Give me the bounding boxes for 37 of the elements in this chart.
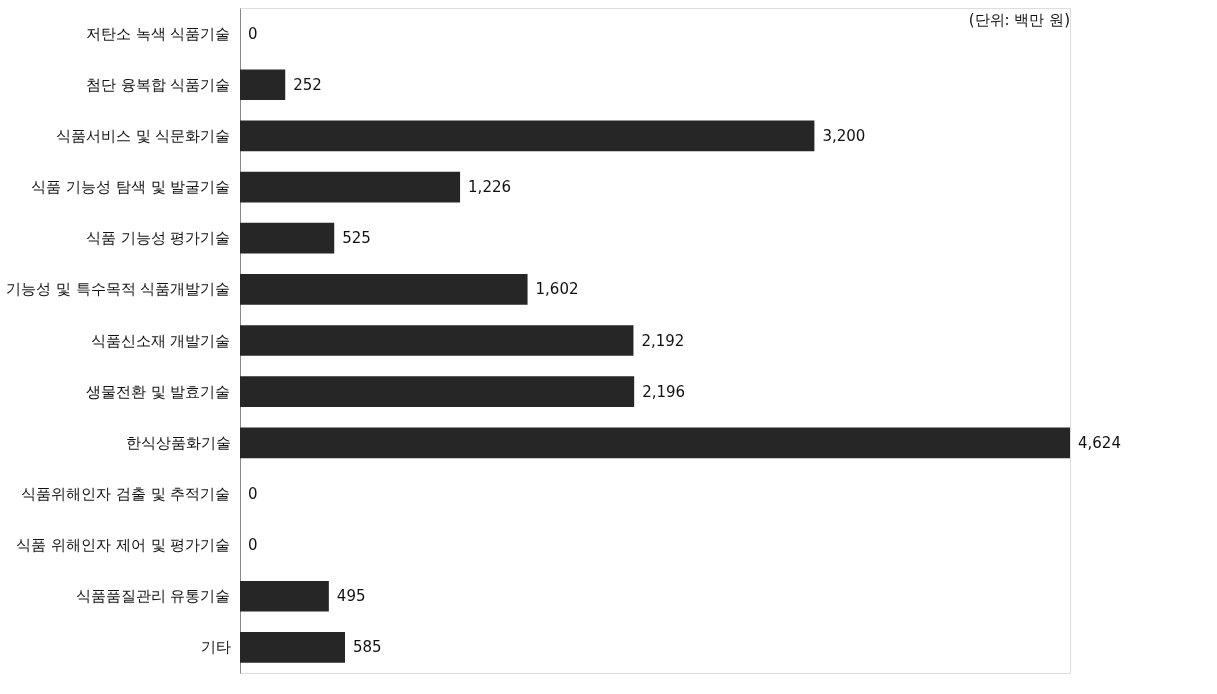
bar	[240, 580, 329, 612]
data-label: 525	[342, 229, 371, 248]
data-label: 252	[293, 75, 322, 94]
bar	[240, 171, 461, 203]
bar	[240, 120, 815, 152]
y-tick-label: 기타	[200, 638, 231, 657]
data-label: 3,200	[822, 126, 866, 145]
y-tick-label: 한식상품화기술	[125, 433, 231, 452]
y-tick-label: 식품 기능성 평가기술	[85, 229, 231, 248]
data-label: 1,602	[535, 280, 579, 299]
data-label: 495	[336, 587, 366, 606]
data-label: 2,196	[642, 382, 686, 401]
bar	[240, 427, 1070, 459]
data-label: 4,624	[1078, 433, 1121, 452]
bar	[240, 632, 346, 663]
bar	[240, 274, 528, 305]
y-tick-label: 식품위해인자 검출 및 추적기술	[21, 484, 231, 503]
data-label: 0	[248, 484, 258, 503]
bar	[240, 222, 335, 254]
y-tick-label: 식품 기능성 탐색 및 발굴기술	[31, 178, 231, 197]
data-label: 585	[353, 638, 382, 657]
annotation: (단위: 백만 원)	[968, 11, 1070, 29]
data-label: 1,226	[468, 178, 512, 197]
data-label: 0	[248, 536, 258, 555]
y-tick-label: 생물전환 및 발효기술	[85, 382, 231, 401]
data-label: 2,192	[641, 331, 685, 350]
y-tick-label: 식품 위해인자 제어 및 평가기술	[16, 536, 231, 555]
y-tick-label: 식품품질관리 유통기술	[75, 587, 231, 606]
bar	[240, 69, 286, 101]
bar	[240, 376, 635, 407]
data-label: 0	[248, 24, 258, 43]
y-tick-label: 식품신소재 개발기술	[90, 331, 231, 350]
y-tick-label: 식품서비스 및 식문화기술	[55, 126, 231, 145]
bar	[240, 325, 634, 356]
y-tick-label: 기능성 및 특수목적 식품개발기술	[6, 280, 231, 299]
y-tick-label: 저탄소 녹색 식품기술	[85, 24, 231, 43]
y-tick-label: 첨단 융복합 식품기술	[85, 75, 231, 94]
